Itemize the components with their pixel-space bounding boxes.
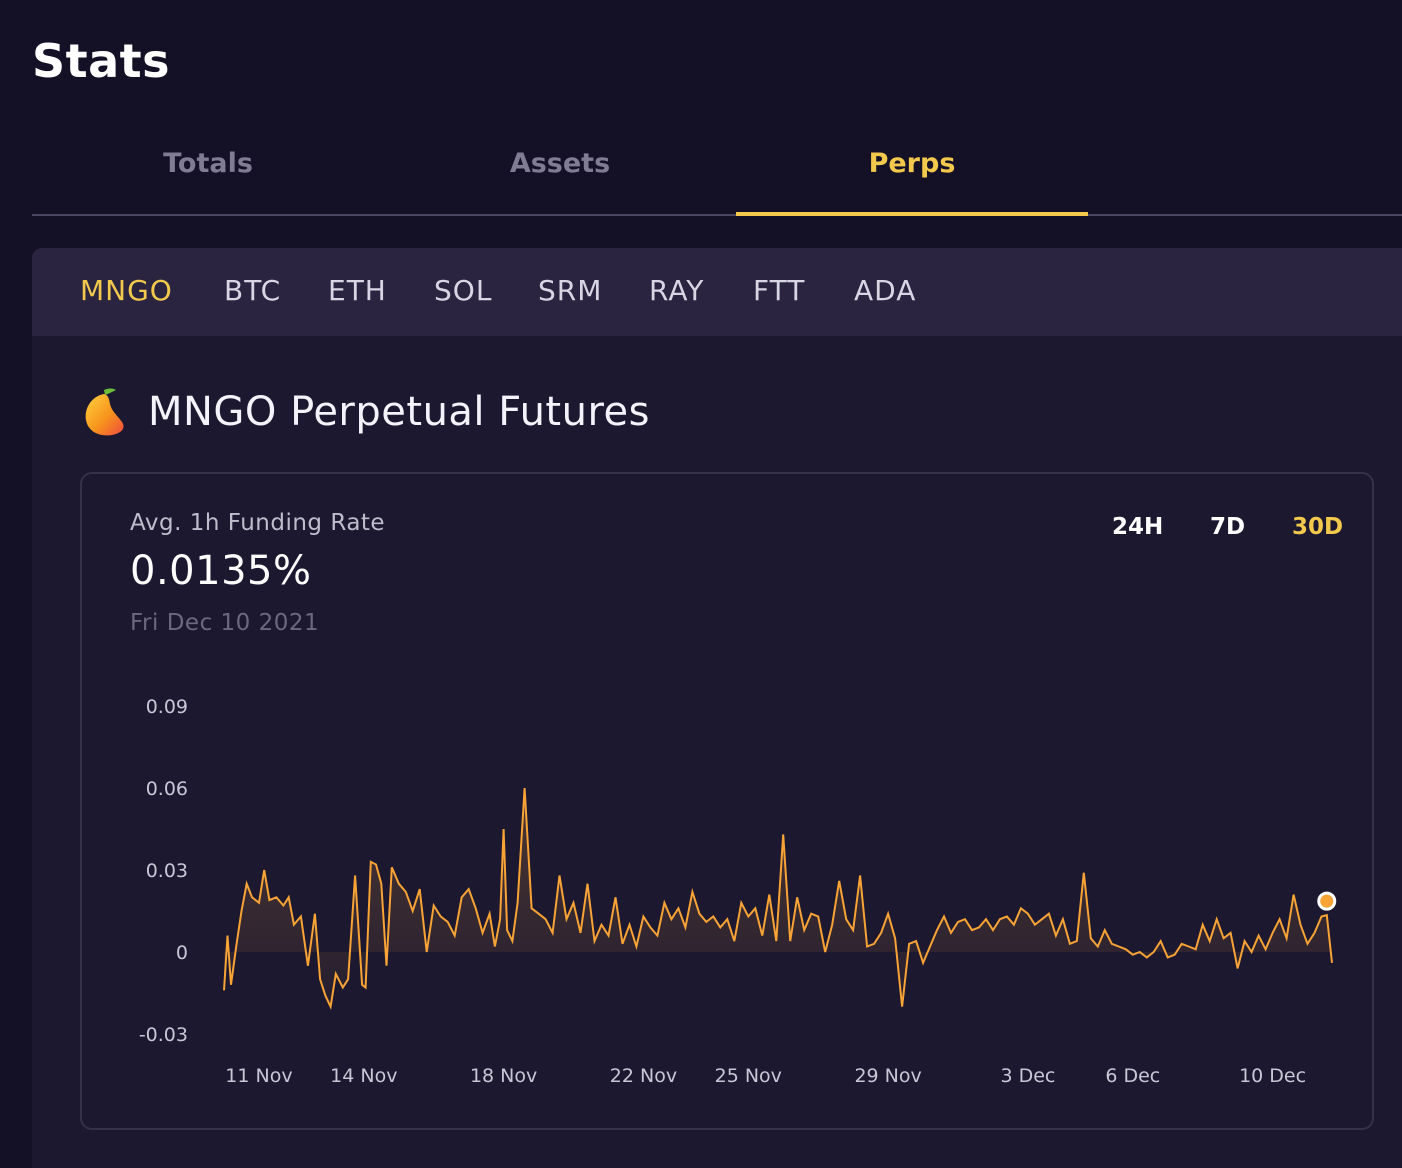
- metric-label: Avg. 1h Funding Rate: [130, 510, 386, 536]
- range-30d-button[interactable]: 30D: [1292, 514, 1344, 540]
- x-axis: 11 Nov 14 Nov 18 Nov 22 Nov 25 Nov 29 Nov 3 De…: [225, 1065, 1306, 1087]
- range-7d-button[interactable]: 7D: [1210, 514, 1246, 540]
- y-tick-label: 0.09: [146, 696, 188, 718]
- perps-panel: MNGO BTC ETH SOL SRM RAY FTT ADA MNGO Pe…: [32, 248, 1402, 1168]
- x-tick-label: 3 Dec: [1000, 1065, 1055, 1087]
- y-tick-label: 0: [176, 942, 188, 964]
- mango-icon: [85, 388, 124, 436]
- market-tab-mngo[interactable]: MNGO: [80, 274, 173, 307]
- y-tick-label: -0.03: [139, 1024, 188, 1046]
- market-tab-srm[interactable]: SRM: [538, 274, 603, 307]
- metric-date: Fri Dec 10 2021: [130, 610, 320, 636]
- section-heading: MNGO Perpetual Futures: [82, 386, 650, 438]
- market-tab-ada[interactable]: ADA: [854, 274, 917, 307]
- section-title: MNGO Perpetual Futures: [148, 389, 650, 435]
- x-tick-label: 22 Nov: [610, 1065, 677, 1087]
- market-tab-btc[interactable]: BTC: [224, 274, 282, 307]
- y-tick-label: 0.03: [146, 860, 188, 882]
- x-tick-label: 6 Dec: [1105, 1065, 1160, 1087]
- page-title: Stats: [32, 34, 171, 88]
- x-tick-label: 10 Dec: [1239, 1065, 1306, 1087]
- funding-rate-line: [223, 787, 1333, 1011]
- y-tick-label: 0.06: [146, 778, 188, 800]
- current-value-marker: [1317, 891, 1337, 911]
- market-tab-sol[interactable]: SOL: [434, 274, 493, 307]
- market-tab-ray[interactable]: RAY: [649, 274, 705, 307]
- x-tick-label: 25 Nov: [715, 1065, 782, 1087]
- funding-rate-card: Avg. 1h Funding Rate 0.0135% Fri Dec 10 …: [80, 472, 1374, 1130]
- tab-perps[interactable]: Perps: [736, 130, 1088, 216]
- metric-value: 0.0135%: [130, 548, 312, 594]
- market-tab-ftt[interactable]: FTT: [753, 274, 806, 307]
- y-axis: 0.09 0.06 0.03 0 -0.03: [139, 696, 188, 1046]
- market-selector: MNGO BTC ETH SOL SRM RAY FTT ADA: [32, 248, 1402, 336]
- range-24h-button[interactable]: 24H: [1112, 514, 1164, 540]
- stats-tabs: Totals Assets Perps: [32, 130, 1402, 216]
- tab-assets[interactable]: Assets: [509, 148, 611, 179]
- x-tick-label: 29 Nov: [854, 1065, 921, 1087]
- x-tick-label: 14 Nov: [330, 1065, 397, 1087]
- funding-rate-chart[interactable]: 0.09 0.06 0.03 0 -0.03 11 Nov 14 Nov 18 Nov 22 …: [82, 474, 1372, 1128]
- x-tick-label: 18 Nov: [470, 1065, 537, 1087]
- tab-totals[interactable]: Totals: [163, 148, 253, 179]
- x-tick-label: 11 Nov: [225, 1065, 292, 1087]
- market-tab-eth[interactable]: ETH: [328, 274, 387, 307]
